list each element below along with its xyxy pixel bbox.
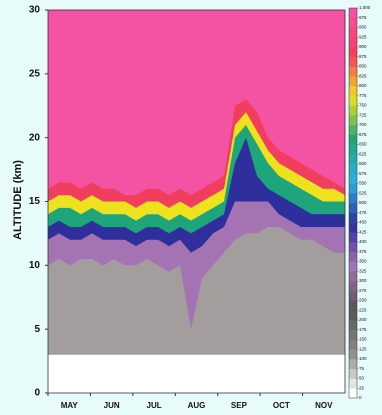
colorbar-tick-label: 750 <box>359 103 367 108</box>
colorbar-tick-label: 400 <box>359 239 367 244</box>
colorbar-tick-label: 125 <box>359 346 367 351</box>
colorbar-tick-label: 700 <box>359 122 367 127</box>
x-tick-label: MAY <box>61 401 79 410</box>
y-tick-label: 30 <box>29 5 41 16</box>
colorbar-tick-label: 900 <box>359 44 367 49</box>
colorbar-cell <box>349 47 357 58</box>
colorbar-cell <box>349 242 357 253</box>
colorbar-cell <box>349 290 357 301</box>
colorbar-cell <box>349 310 357 321</box>
colorbar-cell <box>349 281 357 292</box>
colorbar-cell <box>349 17 357 28</box>
contour-band <box>48 354 345 393</box>
contour-band <box>48 227 345 393</box>
x-tick-label: NOV <box>315 401 333 410</box>
colorbar-tick-label: 875 <box>359 54 367 59</box>
colorbar-cell <box>349 115 357 126</box>
colorbar-cell <box>349 56 357 67</box>
y-tick-label: 25 <box>29 68 41 79</box>
colorbar-cell <box>349 134 357 145</box>
colorbar-cell <box>349 320 357 331</box>
y-tick-label: 5 <box>34 324 40 335</box>
colorbar-cell <box>349 66 357 77</box>
colorbar-cell <box>349 154 357 165</box>
colorbar-tick-label: 775 <box>359 93 367 98</box>
x-tick-label: AUG <box>188 401 206 410</box>
colorbar-cell <box>349 212 357 223</box>
colorbar-cell <box>349 388 357 399</box>
x-tick-label: OCT <box>273 401 290 410</box>
colorbar-tick-label: 0 <box>359 395 362 400</box>
colorbar-tick-label: 300 <box>359 278 367 283</box>
y-axis-label: ALTITUDE (km) <box>12 160 24 240</box>
x-tick-label: JUL <box>147 401 162 410</box>
colorbar-cell <box>349 95 357 106</box>
colorbar-tick-label: 575 <box>359 171 367 176</box>
colorbar-cell <box>349 27 357 38</box>
y-tick-label: 10 <box>29 260 41 271</box>
colorbar-tick-label: 375 <box>359 249 367 254</box>
x-tick-label: JUN <box>104 401 120 410</box>
colorbar-cell <box>349 193 357 204</box>
colorbar-tick-label: 275 <box>359 288 367 293</box>
colorbar-cell <box>349 37 357 48</box>
colorbar-cell <box>349 164 357 175</box>
colorbar-cell <box>349 359 357 370</box>
colorbar-cell <box>349 76 357 87</box>
colorbar-cell <box>349 86 357 97</box>
colorbar-cell <box>349 203 357 214</box>
colorbar-tick-label: 100 <box>359 356 367 361</box>
y-tick-label: 20 <box>29 132 41 143</box>
y-tick-label: 15 <box>29 196 41 207</box>
colorbar-tick-label: 75 <box>359 366 365 371</box>
colorbar-cell <box>349 329 357 340</box>
colorbar-tick-label: 350 <box>359 259 367 264</box>
colorbar-tick-label: 225 <box>359 307 367 312</box>
colorbar-tick-label: 500 <box>359 200 367 205</box>
colorbar-tick-label: 550 <box>359 181 367 186</box>
colorbar-tick-label: 250 <box>359 298 367 303</box>
colorbar-tick-label: 450 <box>359 220 367 225</box>
colorbar-cell <box>349 378 357 389</box>
colorbar-cell <box>349 222 357 233</box>
colorbar-cell <box>349 105 357 116</box>
colorbar-cell <box>349 173 357 184</box>
colorbar-tick-label: 425 <box>359 229 367 234</box>
colorbar-cell <box>349 300 357 311</box>
colorbar-tick-label: 525 <box>359 190 367 195</box>
colorbar-tick-label: 200 <box>359 317 367 322</box>
colorbar-tick-label: 175 <box>359 327 367 332</box>
colorbar-tick-label: 25 <box>359 385 365 390</box>
colorbar-tick-label: 475 <box>359 210 367 215</box>
colorbar-cell <box>349 271 357 282</box>
colorbar-tick-label: 825 <box>359 73 367 78</box>
colorbar-cell <box>349 368 357 379</box>
colorbar-cell <box>349 8 357 19</box>
colorbar-tick-label: 600 <box>359 161 367 166</box>
colorbar-tick-label: 850 <box>359 64 367 69</box>
colorbar-tick-label: 950 <box>359 25 367 30</box>
colorbar-cell <box>349 261 357 272</box>
colorbar-cell <box>349 144 357 155</box>
colorbar-cell <box>349 125 357 136</box>
x-tick-label: SEP <box>231 401 248 410</box>
colorbar-cell <box>349 183 357 194</box>
colorbar-cell <box>349 349 357 360</box>
colorbar-tick-label: 150 <box>359 337 367 342</box>
colorbar-cell <box>349 232 357 243</box>
colorbar-tick-label: 625 <box>359 151 367 156</box>
colorbar-tick-label: 675 <box>359 132 367 137</box>
colorbar-tick-label: 725 <box>359 112 367 117</box>
colorbar-tick-label: 650 <box>359 142 367 147</box>
colorbar-tick-label: 50 <box>359 376 365 381</box>
colorbar-cell <box>349 339 357 350</box>
colorbar-tick-label: 925 <box>359 34 367 39</box>
colorbar-tick-label: 1,000 <box>359 5 371 10</box>
colorbar-tick-label: 325 <box>359 268 367 273</box>
colorbar-cell <box>349 251 357 262</box>
colorbar-tick-label: 975 <box>359 15 367 20</box>
y-tick-label: 0 <box>34 388 40 399</box>
colorbar-tick-label: 800 <box>359 83 367 88</box>
